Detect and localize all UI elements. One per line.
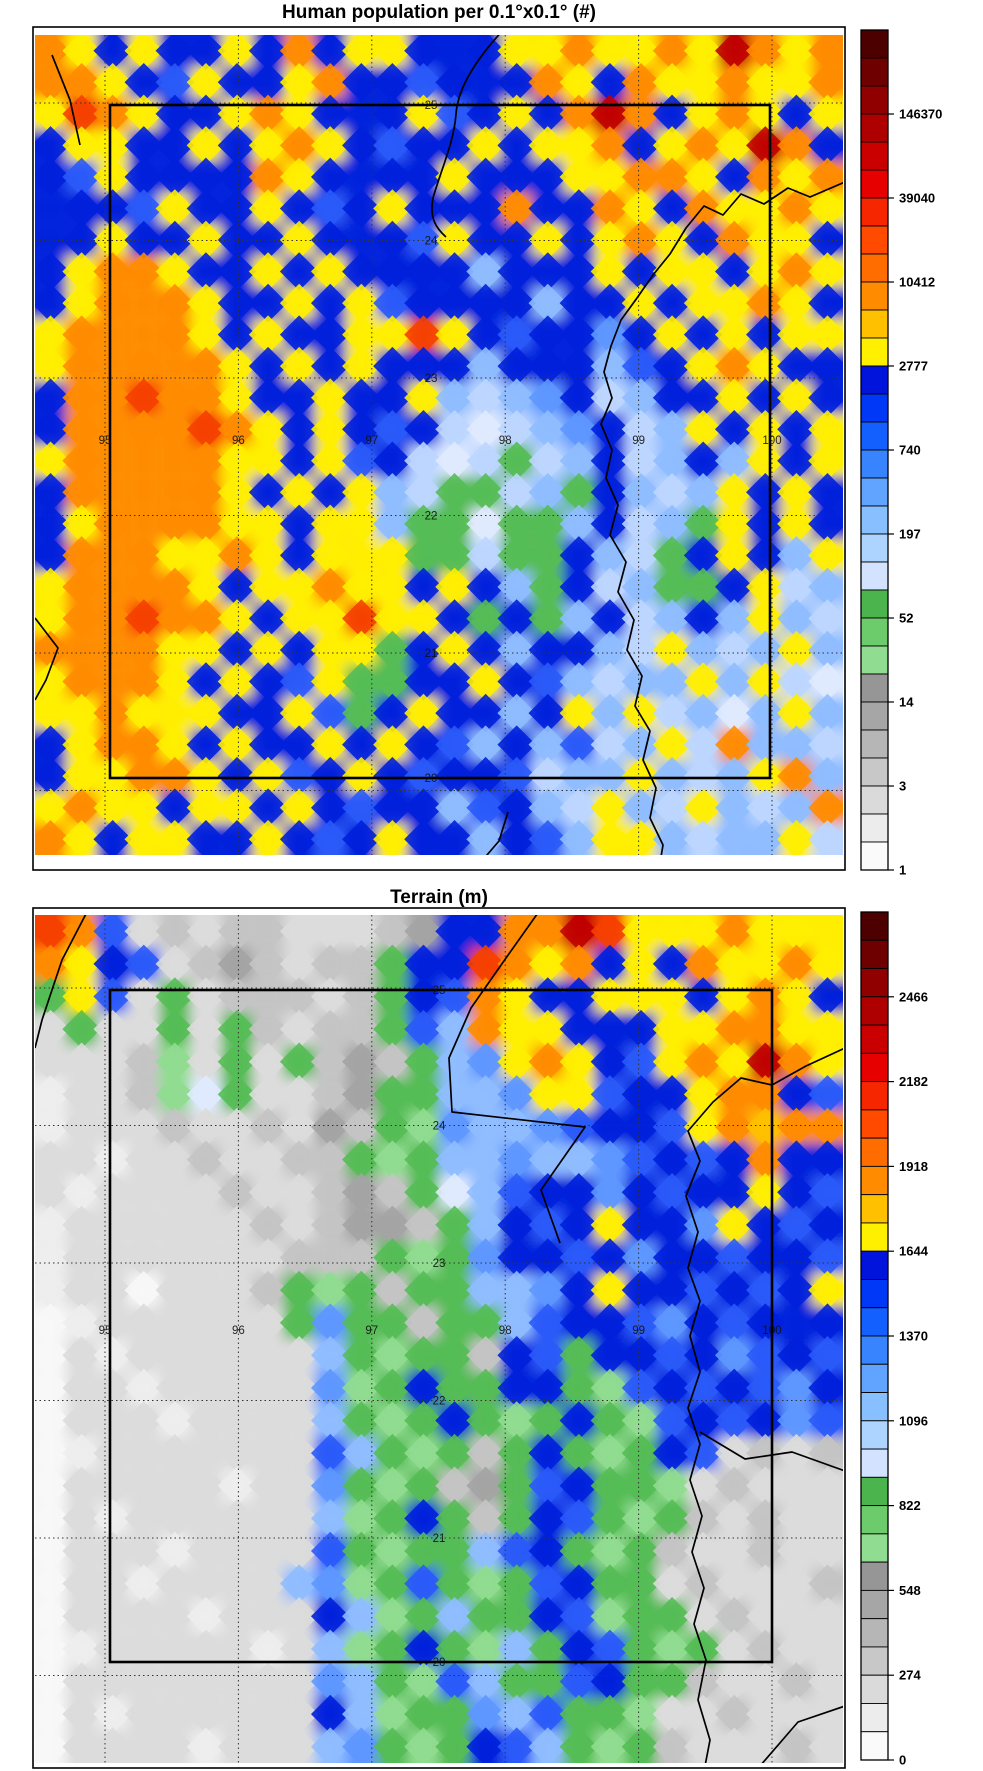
terrain-grid-labels: 95 96 97 98 99 100 25 24 23 22 21 20 (99, 985, 782, 1669)
lat-label: 23 (433, 1258, 446, 1270)
population-plot-title: Human population per 0.1°x0.1° (#) (282, 2, 596, 23)
lat-label: 21 (425, 648, 438, 660)
terrain-field (35, 915, 843, 1763)
lat-label: 25 (425, 100, 438, 112)
lat-label: 25 (433, 985, 446, 997)
colorbar-tick-label: 14 (899, 695, 914, 710)
colorbar-tick-label: 52 (899, 611, 913, 626)
lon-label: 98 (499, 435, 512, 447)
population-grid-labels: 95 96 97 98 99 100 25 24 23 22 21 20 (99, 100, 782, 785)
terrain-frame (32, 907, 846, 1769)
lon-label: 97 (365, 1325, 378, 1337)
colorbar-tick-label: 1918 (899, 1159, 928, 1174)
population-frame (32, 26, 846, 871)
colorbar-tick-label: 740 (899, 443, 921, 458)
colorbar-tick-label: 2182 (899, 1074, 928, 1089)
lat-label: 24 (433, 1121, 446, 1133)
colorbar-tick-label: 1 (899, 863, 906, 878)
lat-label: 22 (433, 1396, 446, 1408)
terrain-country-borders (35, 915, 843, 1763)
population-field (35, 35, 843, 855)
lat-label: 22 (425, 511, 438, 523)
lon-label: 100 (762, 435, 781, 447)
terrain-domain-box (108, 988, 774, 1664)
colorbar-tick-label: 1370 (899, 1329, 928, 1344)
lat-label: 24 (425, 236, 438, 248)
lon-label: 98 (499, 1325, 512, 1337)
population-gridlines (35, 35, 843, 855)
terrain-plot-title: Terrain (m) (390, 887, 488, 908)
lon-label: 95 (99, 435, 112, 447)
colorbar-tick-label: 2777 (899, 359, 928, 374)
colorbar-tick-label: 39040 (899, 191, 935, 206)
colorbar-tick-label: 548 (899, 1583, 921, 1598)
colorbar-tick-label: 822 (899, 1498, 921, 1513)
lat-label: 20 (425, 773, 438, 785)
colorbar-tick-label: 3 (899, 779, 906, 794)
lon-label: 97 (365, 435, 378, 447)
colorbar-tick-label: 1644 (899, 1244, 929, 1259)
lat-label: 23 (425, 373, 438, 385)
lon-label: 96 (232, 435, 245, 447)
colorbar-tick-label: 197 (899, 527, 921, 542)
lon-label: 99 (632, 1325, 645, 1337)
lon-label: 100 (762, 1325, 781, 1337)
lon-label: 99 (632, 435, 645, 447)
colorbar-tick-label: 1096 (899, 1413, 928, 1428)
colorbar-tick-label: 146370 (899, 107, 942, 122)
lon-label: 95 (99, 1325, 112, 1337)
colorbar-tick-label: 2466 (899, 989, 928, 1004)
terrain-colorbar: 2466 2182 1918 1644 1370 1096 822 548 274 0 (860, 911, 929, 1768)
population-country-borders (35, 35, 843, 855)
colorbar-tick-label: 10412 (899, 275, 935, 290)
lat-label: 20 (433, 1657, 446, 1669)
population-domain-box (108, 103, 772, 780)
colorbar-tick-label: 274 (899, 1668, 921, 1683)
lon-label: 96 (232, 1325, 245, 1337)
colorbar-tick-label: 0 (899, 1753, 906, 1768)
population-colorbar: 146370 39040 10412 2777 740 197 52 14 3 1 (860, 29, 942, 878)
lat-label: 21 (433, 1533, 446, 1545)
